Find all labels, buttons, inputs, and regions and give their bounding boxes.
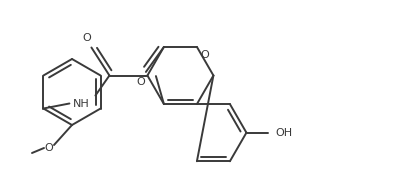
Text: OH: OH [276, 128, 293, 138]
Text: O: O [45, 143, 53, 153]
Text: O: O [82, 33, 91, 42]
Text: NH: NH [73, 99, 90, 108]
Text: O: O [200, 50, 209, 60]
Text: O: O [137, 77, 145, 87]
